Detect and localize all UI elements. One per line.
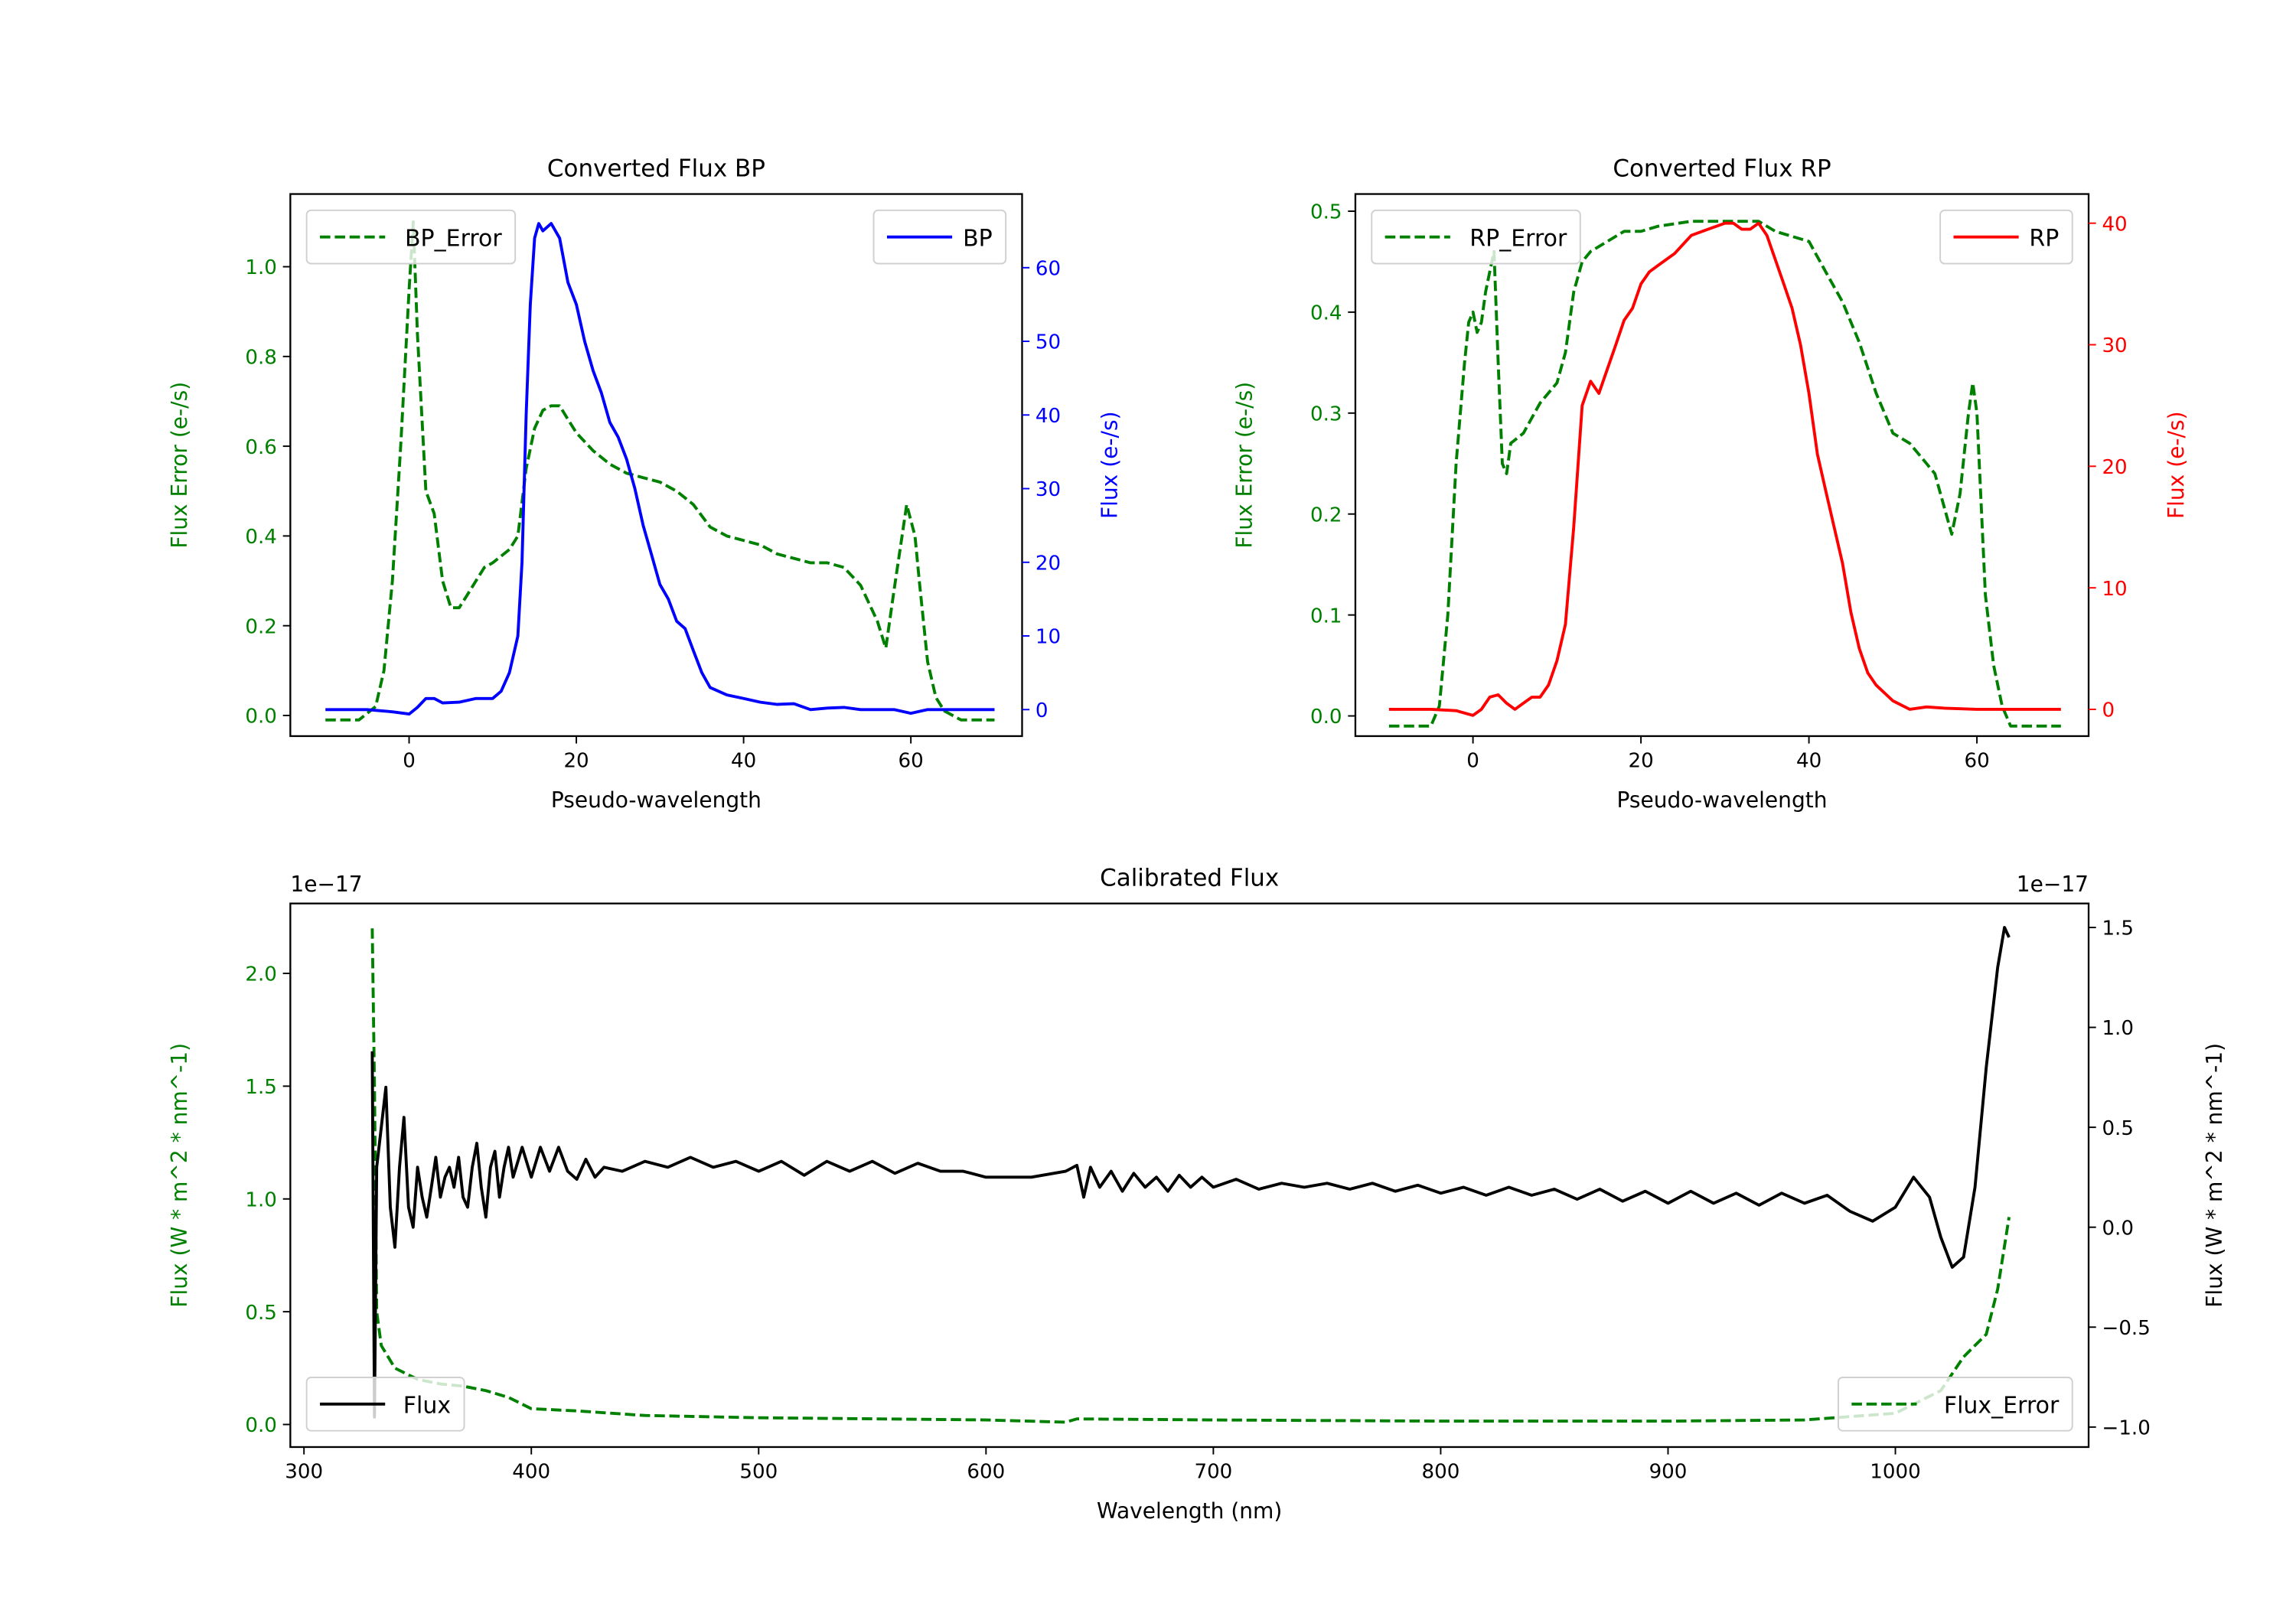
y-left-tick-label: 0.2 [1310,504,1342,526]
chart-panel-1: Converted Flux RP 0 20 40 60 0.0 0.1 0.2 0.3 0.4 0… [1231,155,2188,813]
legend-bp: BP [872,209,1007,265]
x-tick-label: 1000 [1870,1461,1920,1484]
series-bp-error-line [325,220,995,722]
y-left-tick-label: 0.5 [1310,201,1342,224]
chart-title: Calibrated Flux [1100,864,1279,892]
y-left-tick-label: 0.4 [245,526,277,549]
series-bp-line [325,222,995,716]
series-group [370,926,2011,1424]
y-left-tick-label: 0.6 [245,436,277,459]
y-right-tick-label: −0.5 [2102,1317,2150,1340]
y-right-axis-label: Flux (e-/s) [2164,411,2189,519]
y-right-offset-text: 1e−17 [2017,872,2089,897]
y-left-tick-label: 0.0 [245,1414,277,1437]
legend-label: RP [2029,225,2059,252]
series-rp-line [1388,221,2061,717]
y-left-offset-text: 1e−17 [290,872,362,897]
y-left-tick-label: 1.0 [245,1188,277,1211]
y-right-tick-label: 20 [1035,552,1061,575]
chart-panel-0: Converted Flux BP 0 20 40 60 0.0 0.2 0.4 0.6 0.8 1… [167,155,1122,813]
y-left-tick-label: 0.0 [245,706,277,729]
y-left-tick-label: 0.1 [1310,605,1342,627]
x-tick-label: 40 [731,750,756,773]
y-left-tick-label: 0.2 [245,615,277,638]
legend-box [1837,1377,2073,1432]
series-flux-line [370,926,2011,1419]
x-tick-label: 300 [285,1461,323,1484]
x-tick-label: 500 [739,1461,778,1484]
y-right-tick-label: 30 [2102,334,2127,357]
y-right-tick-label: 1.5 [2102,918,2134,940]
y-right-axis-label: Flux (e-/s) [1097,411,1122,519]
series-rp-error-line [1388,220,2061,728]
series-group [325,220,995,722]
legend-label: Flux_Error [1944,1392,2060,1419]
y-right-tick-label: 0.0 [2102,1217,2134,1240]
x-axis-label: Wavelength (nm) [1097,1498,1282,1524]
y-right-tick-label: 0.5 [2102,1117,2134,1140]
y-left-tick-label: 0.0 [1310,706,1342,729]
chart-panel-2: Calibrated Flux 300 400 500 600 700 800 900 1000… [167,864,2227,1523]
legend-rp-error: RP_Error [1371,209,1581,265]
y-right-tick-label: 1.0 [2102,1017,2134,1040]
chart-title: Converted Flux BP [547,155,765,182]
axes-frame [1354,193,2090,738]
y-right-tick-label: 20 [2102,456,2127,479]
y-left-tick-label: 0.8 [245,347,277,370]
x-tick-label: 900 [1649,1461,1688,1484]
x-tick-label: 60 [1964,750,1989,773]
legend-rp: RP [1939,209,2073,265]
y-left-tick-label: 1.5 [245,1076,277,1099]
legend-flux-error: Flux_Error [1837,1377,2073,1432]
y-right-tick-label: 60 [1035,257,1061,280]
axes-frame [289,902,2090,1449]
legend-box [305,1377,465,1432]
x-tick-label: 600 [967,1461,1005,1484]
y-left-tick-label: 1.0 [245,256,277,279]
y-right-tick-label: 40 [2102,213,2127,236]
y-right-tick-label: 40 [1035,405,1061,428]
y-left-tick-label: 0.5 [245,1302,277,1325]
y-left-axis-label: Flux Error (e-/s) [1231,382,1257,549]
y-right-tick-label: 10 [1035,626,1061,649]
y-right-tick-label: 0 [1035,699,1049,722]
x-tick-label: 0 [1466,750,1479,773]
legend-label: RP_Error [1469,225,1567,252]
y-left-tick-label: 2.0 [245,963,277,986]
x-tick-label: 40 [1796,750,1821,773]
y-right-tick-label: 10 [2102,578,2127,601]
y-left-tick-label: 0.4 [1310,302,1342,325]
legend-bp-error: BP_Error [305,209,517,265]
legend-box [305,209,517,265]
x-axis-label: Pseudo-wavelength [551,787,762,813]
x-axis-label: Pseudo-wavelength [1616,787,1827,813]
axes-frame [289,193,1023,738]
x-tick-label: 20 [1628,750,1653,773]
x-tick-label: 700 [1194,1461,1232,1484]
y-left-axis-label: Flux (W * m^2 * nm^-1) [167,1043,192,1308]
y-right-tick-label: 0 [2102,699,2115,722]
chart-title: Converted Flux RP [1613,155,1831,182]
series-flux-error-line [370,928,2011,1424]
x-tick-label: 60 [899,750,924,773]
x-tick-label: 800 [1422,1461,1460,1484]
y-right-tick-label: −1.0 [2102,1417,2150,1440]
x-tick-label: 20 [563,750,589,773]
y-right-tick-label: 30 [1035,478,1061,501]
x-tick-label: 400 [512,1461,550,1484]
y-left-tick-label: 0.3 [1310,403,1342,425]
y-left-axis-label: Flux Error (e-/s) [167,382,192,549]
legend-box [1371,209,1581,265]
legend-label: BP_Error [405,225,502,252]
x-tick-label: 0 [403,750,416,773]
legend-flux: Flux [305,1377,465,1432]
legend-label: Flux [403,1392,451,1419]
y-right-axis-label: Flux (W * m^2 * nm^-1) [2202,1043,2227,1308]
y-right-tick-label: 50 [1035,331,1061,354]
legend-label: BP [963,225,993,252]
series-group [1388,220,2061,728]
